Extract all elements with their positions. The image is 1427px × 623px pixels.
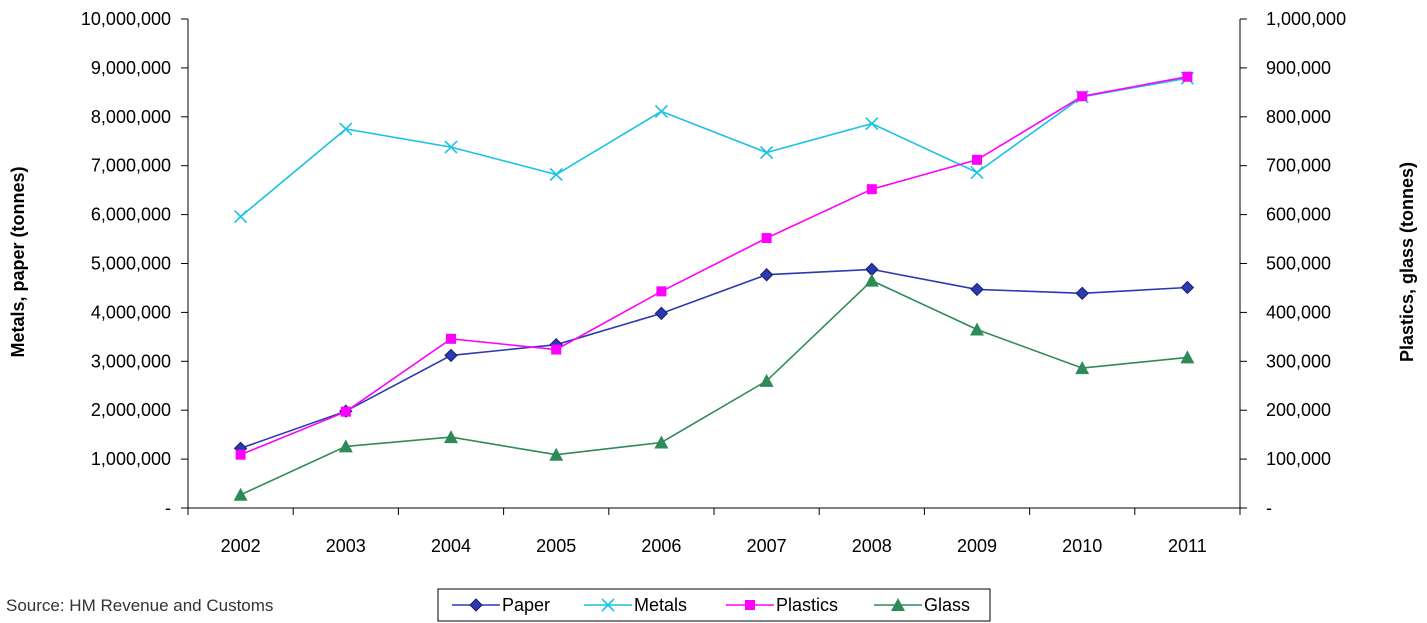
legend-marker-metals xyxy=(601,598,615,612)
legend-marker-paper xyxy=(469,598,483,612)
x-tick-label: 2008 xyxy=(852,536,892,556)
data-point-glass xyxy=(549,447,564,461)
data-point-paper xyxy=(1075,286,1089,301)
data-point-glass xyxy=(654,435,669,449)
data-point-plastics xyxy=(656,286,667,297)
right-tick-label: 300,000 xyxy=(1266,351,1331,371)
right-axis-title: Plastics, glass (tonnes) xyxy=(1397,162,1417,362)
left-tick-label: 7,000,000 xyxy=(91,156,171,176)
data-point-glass xyxy=(338,439,353,453)
right-tick-label: 1,000,000 xyxy=(1266,9,1346,29)
x-tick-label: 2011 xyxy=(1168,536,1207,556)
series-line-glass xyxy=(240,279,1188,496)
data-point-metals xyxy=(654,104,668,118)
left-tick-label: - xyxy=(165,498,171,518)
x-tick-label: 2005 xyxy=(536,536,576,556)
data-point-metals xyxy=(339,122,353,136)
x-tick-label: 2010 xyxy=(1062,536,1102,556)
data-point-paper xyxy=(444,348,458,363)
data-point-metals xyxy=(760,145,774,160)
legend-marker-plastics xyxy=(745,600,755,610)
data-point-glass xyxy=(1075,361,1090,375)
left-tick-label: 2,000,000 xyxy=(91,400,171,420)
data-point-paper xyxy=(1180,280,1195,295)
right-axis-ticks: - 100,000 200,000 300,000 400,000 500,000 600,… xyxy=(1240,9,1346,518)
data-point-plastics xyxy=(1182,71,1193,82)
left-tick-label: 8,000,000 xyxy=(91,107,171,127)
data-point-plastics xyxy=(551,344,562,355)
source-note: Source: HM Revenue and Customs xyxy=(6,596,274,615)
data-point-glass xyxy=(233,487,248,501)
legend-label-glass: Glass xyxy=(924,595,970,615)
series-layer xyxy=(233,71,1195,501)
left-axis-ticks: - 1,000,000 2,000,000 3,000,000 4,000,000 5,0… xyxy=(81,9,188,518)
left-tick-label: 5,000,000 xyxy=(91,254,171,274)
x-tick-label: 2003 xyxy=(326,536,366,556)
right-tick-label: 900,000 xyxy=(1266,58,1331,78)
x-tick-label: 2007 xyxy=(747,536,787,556)
x-axis-ticks: 2002 2003 2004 2005 2006 2007 2008 2009 2010 2011 xyxy=(187,508,1241,556)
data-point-metals xyxy=(865,117,879,131)
series-line-metals xyxy=(240,77,1188,218)
series-plastics xyxy=(235,71,1193,460)
data-point-metals xyxy=(549,167,563,182)
right-tick-label: 100,000 xyxy=(1266,449,1331,469)
data-point-paper xyxy=(654,306,669,321)
right-tick-label: 600,000 xyxy=(1266,205,1331,225)
right-tick-label: 800,000 xyxy=(1266,107,1331,127)
data-point-glass xyxy=(864,273,879,287)
x-tick-label: 2002 xyxy=(221,536,261,556)
series-glass xyxy=(233,273,1195,501)
data-point-plastics xyxy=(972,154,982,165)
data-point-metals xyxy=(970,165,984,180)
data-point-plastics xyxy=(340,406,351,417)
data-point-glass xyxy=(444,430,458,444)
data-point-metals xyxy=(444,140,458,154)
right-tick-label: - xyxy=(1266,498,1272,518)
series-line-paper xyxy=(240,268,1188,450)
x-tick-label: 2009 xyxy=(957,536,997,556)
data-point-paper xyxy=(865,262,879,277)
legend-marker-glass xyxy=(891,598,905,611)
right-tick-label: 400,000 xyxy=(1266,302,1331,322)
legend-label-plastics: Plastics xyxy=(776,595,838,615)
left-tick-label: 1,000,000 xyxy=(91,449,171,469)
data-point-paper xyxy=(759,268,774,282)
data-point-plastics xyxy=(1077,91,1088,102)
x-tick-label: 2006 xyxy=(641,536,681,556)
left-tick-label: 4,000,000 xyxy=(91,302,171,322)
left-axis-title: Metals, paper (tonnes) xyxy=(8,166,28,357)
x-tick-label: 2004 xyxy=(431,536,471,556)
data-point-metals xyxy=(234,209,248,224)
data-point-plastics xyxy=(761,233,772,244)
legend-label-metals: Metals xyxy=(634,595,687,615)
left-tick-label: 3,000,000 xyxy=(91,351,171,371)
left-tick-label: 9,000,000 xyxy=(91,58,171,78)
legend: Paper Metals Plastics Glass xyxy=(437,588,991,622)
data-point-plastics xyxy=(235,449,246,460)
data-point-plastics xyxy=(446,333,456,344)
right-tick-label: 700,000 xyxy=(1266,156,1331,176)
series-metals xyxy=(234,71,1194,224)
series-paper xyxy=(233,262,1195,456)
series-line-plastics xyxy=(240,75,1188,456)
data-point-glass xyxy=(970,322,984,336)
left-tick-label: 10,000,000 xyxy=(81,9,171,29)
data-point-glass xyxy=(1180,350,1195,364)
data-point-paper xyxy=(970,282,984,297)
legend-label-paper: Paper xyxy=(502,595,550,615)
right-tick-label: 200,000 xyxy=(1266,400,1331,420)
right-tick-label: 500,000 xyxy=(1266,254,1331,274)
left-tick-label: 6,000,000 xyxy=(91,205,171,225)
data-point-glass xyxy=(759,373,774,387)
data-point-plastics xyxy=(866,184,877,195)
